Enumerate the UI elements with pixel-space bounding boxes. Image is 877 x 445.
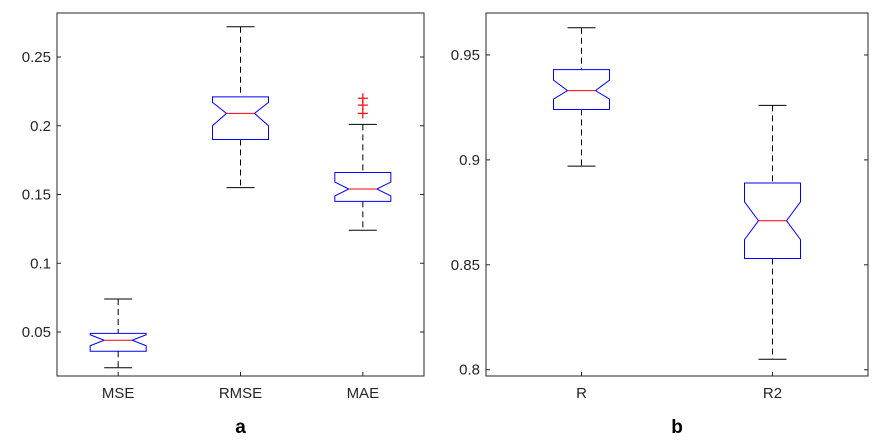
y-tick-label: 0.25 bbox=[22, 49, 51, 66]
x-tick-label: R2 bbox=[763, 385, 782, 402]
box-r2: R2 bbox=[744, 104, 801, 402]
y-tick-label: 0.15 bbox=[22, 187, 51, 204]
box-body bbox=[744, 182, 801, 259]
y-tick-label: 0.05 bbox=[22, 324, 51, 341]
box-r: R bbox=[553, 27, 610, 402]
x-tick-label: MAE bbox=[347, 385, 380, 402]
box-body bbox=[553, 69, 610, 111]
x-tick-label: MSE bbox=[102, 385, 135, 402]
y-tick-label: 0.95 bbox=[451, 47, 480, 64]
y-tick-label: 0.2 bbox=[30, 118, 51, 135]
y-tick-label: 0.85 bbox=[451, 257, 480, 274]
panel-label: a bbox=[235, 417, 246, 438]
box-body bbox=[212, 96, 269, 140]
y-tick-label: 0.8 bbox=[459, 362, 480, 379]
panel-a: 0.05 0.1 0.15 0.2 0.25 MSE RMSE MAE a bbox=[22, 12, 425, 438]
box-body bbox=[334, 172, 392, 202]
x-tick-label: RMSE bbox=[219, 385, 262, 402]
y-tick-label: 0.1 bbox=[30, 255, 51, 272]
panel-label: b bbox=[671, 417, 683, 438]
panel-b: 0.8 0.85 0.9 0.95 R R2 b bbox=[451, 12, 869, 438]
box-mae: MAE bbox=[334, 93, 392, 402]
x-tick-label: R bbox=[576, 385, 587, 402]
box-body bbox=[89, 332, 147, 352]
plot-frame bbox=[485, 12, 869, 377]
y-tick-label: 0.9 bbox=[459, 152, 480, 169]
box-rmse: RMSE bbox=[212, 26, 269, 402]
outlier-marker bbox=[357, 93, 368, 104]
box-mse: MSE bbox=[89, 298, 147, 402]
